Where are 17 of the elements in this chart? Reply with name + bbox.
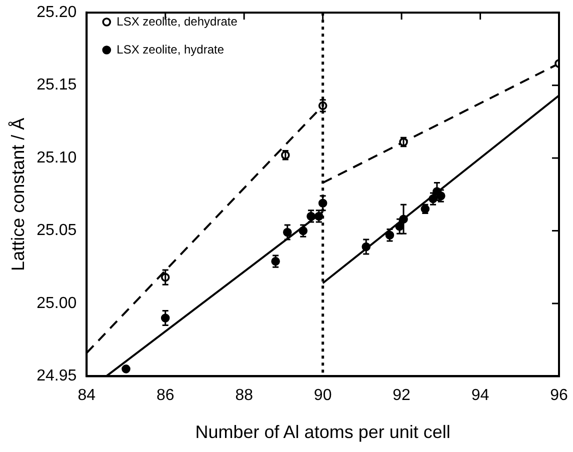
y-tick-label: 24.95	[36, 368, 77, 385]
x-tick-label: 96	[550, 387, 568, 404]
legend-label: LSX zeolite, hydrate	[116, 42, 224, 56]
y-tick-label: 25.15	[36, 76, 77, 94]
x-tick-label: 84	[78, 387, 96, 404]
y-tick-label: 25.00	[36, 294, 77, 312]
y-tick-label: 25.20	[36, 4, 77, 22]
x-tick-label: 94	[471, 387, 490, 404]
y-axis-title: Lattice constant / Å	[8, 118, 28, 271]
y-tick-label: 25.05	[36, 222, 77, 240]
x-tick-label: 86	[156, 387, 174, 404]
x-axis-title: Number of Al atoms per unit cell	[195, 422, 450, 442]
x-tick-label: 90	[314, 387, 332, 404]
x-tick-label: 92	[392, 387, 411, 404]
x-tick-label: 88	[235, 387, 254, 404]
y-tick-label: 25.10	[36, 149, 77, 166]
legend-label: LSX zeolite, dehydrate	[116, 14, 238, 28]
